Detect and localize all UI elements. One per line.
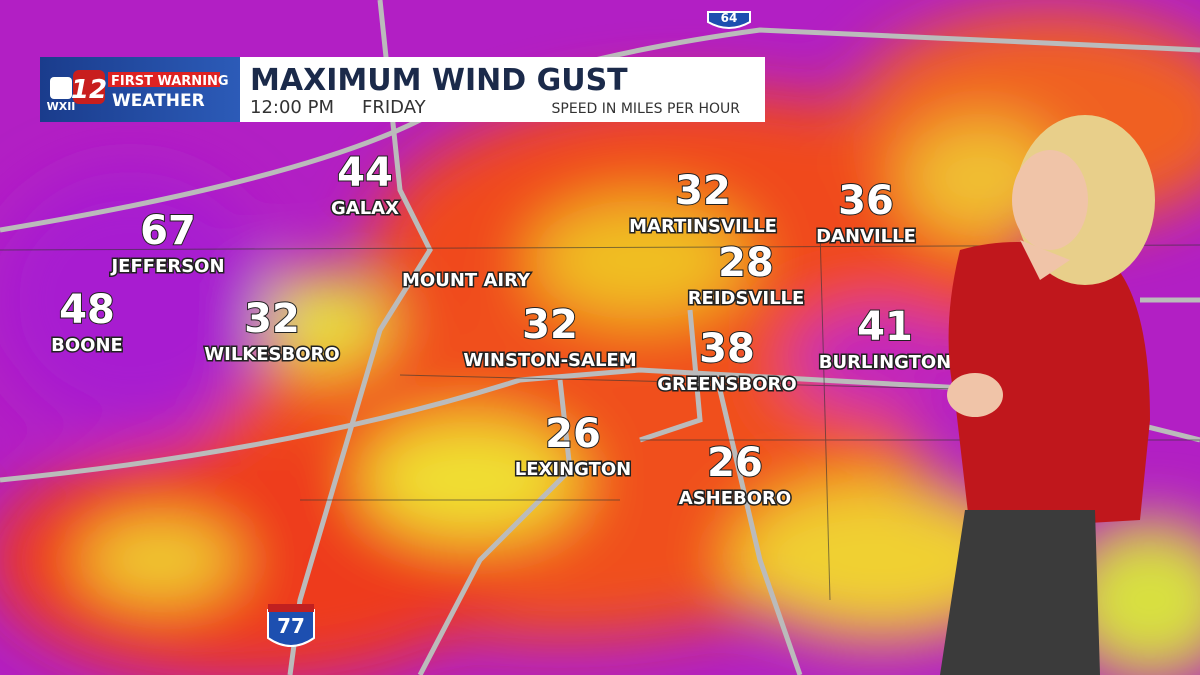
shield-77: 77	[267, 604, 315, 647]
city-name: DANVILLE	[816, 226, 916, 247]
city-name: WILKESBORO	[204, 344, 339, 365]
city-name: BOONE	[51, 335, 123, 356]
brand-top: FIRST WARNING	[111, 74, 229, 89]
gust-value: 41	[857, 304, 913, 350]
city-name: MARTINSVILLE	[629, 216, 777, 237]
city-name: REIDSVILLE	[688, 288, 805, 309]
city-name: LEXINGTON	[515, 459, 632, 480]
channel: 12	[71, 75, 107, 105]
city-name: WINSTON-SALEM	[463, 350, 636, 371]
brand-bottom: WEATHER	[112, 91, 205, 111]
city-name: ASHEBORO	[679, 488, 791, 509]
gust-value: 67	[140, 208, 196, 254]
shield-64: 64	[707, 11, 751, 29]
day: FRIDAY	[362, 97, 427, 118]
time: 12:00 PM	[250, 97, 334, 118]
title: MAXIMUM WIND GUST	[250, 63, 628, 98]
station: WXII	[47, 100, 76, 113]
highway-label: 64	[721, 11, 738, 25]
city-name: GALAX	[331, 198, 399, 219]
gust-value: 32	[675, 168, 731, 214]
gust-value: 48	[59, 287, 115, 333]
city-name: JEFFERSON	[109, 256, 224, 277]
header: WXII 12 FIRST WARNING WEATHER MAXIMUM WI…	[40, 57, 765, 122]
units: SPEED IN MILES PER HOUR	[552, 101, 741, 117]
gust-value: 28	[718, 240, 774, 286]
gust-value: 44	[337, 150, 393, 196]
cities: 44GALAX67JEFFERSON48BOONE32WILKESBOROMOU…	[50, 149, 953, 511]
gust-value: 32	[244, 296, 300, 342]
city-name: BURLINGTON	[819, 352, 952, 373]
presenter	[940, 115, 1155, 675]
gust-value: 38	[699, 326, 755, 372]
highway-label: 77	[277, 614, 305, 638]
city-name: GREENSBORO	[657, 374, 796, 395]
city-name: MOUNT AIRY	[402, 270, 531, 291]
gust-value: 36	[838, 178, 894, 224]
gust-value: 26	[545, 411, 601, 457]
gust-value: 26	[707, 440, 763, 486]
gust-value: 32	[522, 302, 578, 348]
